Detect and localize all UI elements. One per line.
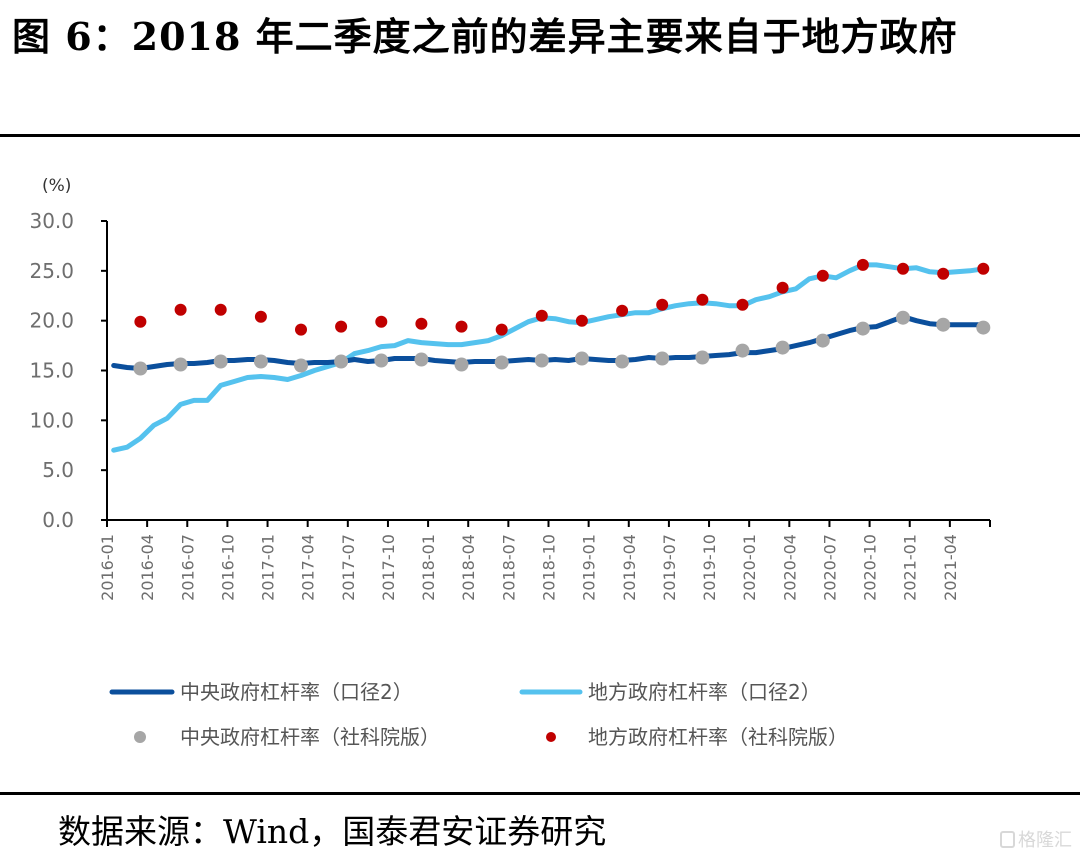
local-leverage-dot — [214, 303, 227, 316]
x-tick-label: 2017-04 — [299, 534, 318, 601]
y-unit-label: (%) — [42, 176, 71, 196]
local-leverage-dot — [856, 258, 869, 271]
local-leverage-dot — [776, 281, 789, 294]
x-tick-label: 2021-04 — [941, 534, 960, 601]
central-leverage-dot — [976, 320, 991, 335]
legend-label-central-line: 中央政府杠杆率（口径2） — [180, 680, 413, 704]
central-leverage-dot — [133, 361, 148, 376]
source-note: 数据来源：Wind，国泰君安证券研究 — [58, 812, 607, 851]
top-rule — [0, 134, 1080, 137]
legend-label-central-dot: 中央政府杠杆率（社科院版） — [180, 725, 440, 749]
central-leverage-dot — [334, 354, 349, 369]
y-tick-label: 20.0 — [29, 309, 74, 333]
central-leverage-dot — [414, 352, 429, 367]
local-leverage-dot — [897, 262, 909, 275]
local-leverage-line — [111, 262, 986, 453]
local-leverage-dot — [495, 323, 508, 336]
watermark-logo-icon — [1000, 830, 1015, 848]
central-leverage-dot — [374, 353, 389, 368]
local-leverage-dot — [535, 309, 548, 322]
central-leverage-dot — [454, 357, 469, 372]
y-tick-label: 0.0 — [42, 508, 74, 532]
x-tick-label: 2020-07 — [820, 534, 839, 601]
x-tick-label: 2020-01 — [740, 534, 759, 601]
local-leverage-dot — [415, 317, 428, 330]
x-tick-label: 2018-10 — [540, 534, 559, 601]
y-tick-label: 10.0 — [29, 408, 74, 432]
local-leverage-dot — [575, 314, 588, 327]
local-leverage-dot — [616, 304, 629, 317]
local-leverage-dot — [816, 269, 829, 282]
central-leverage-dot — [896, 310, 910, 325]
x-tick-label: 2017-07 — [339, 534, 358, 601]
legend-swatch-local-dot — [546, 732, 556, 742]
local-leverage-dot — [656, 298, 669, 311]
central-leverage-dot — [615, 354, 630, 369]
legend: 中央政府杠杆率（口径2） 地方政府杠杆率（口径2） 中央政府杠杆率（社科院版） … — [109, 680, 848, 749]
legend-label-local-line: 地方政府杠杆率（口径2） — [588, 680, 821, 704]
x-tick-label: 2017-10 — [379, 534, 398, 601]
watermark-text: 格隆汇 — [1018, 830, 1072, 851]
local-leverage-dot — [174, 303, 187, 316]
central-leverage-dot — [775, 340, 790, 355]
y-tick-label: 5.0 — [42, 458, 74, 482]
x-tick-label: 2018-01 — [419, 534, 438, 601]
x-tick-label: 2019-07 — [660, 534, 679, 601]
figure-title: 图 6：2018 年二季度之前的差异主要来自于地方政府 — [12, 14, 958, 59]
local-leverage-dot — [455, 320, 468, 333]
local-leverage-dot — [134, 315, 147, 328]
central-leverage-dot — [855, 321, 870, 336]
legend-label-local-dot: 地方政府杠杆率（社科院版） — [588, 725, 848, 749]
y-tick-label: 15.0 — [29, 359, 74, 383]
series-layer — [111, 258, 991, 453]
local-leverage-dot — [977, 262, 990, 275]
x-tick-label: 2016-04 — [138, 534, 157, 601]
x-tick-label: 2019-04 — [620, 534, 639, 601]
central-leverage-dot — [534, 353, 549, 368]
x-tick-label: 2018-07 — [499, 534, 518, 601]
local-leverage-dot — [254, 310, 267, 323]
central-leverage-dot — [253, 354, 268, 369]
central-leverage-dot — [735, 343, 750, 358]
central-leverage-dot — [936, 317, 951, 332]
y-tick-label: 25.0 — [29, 259, 74, 283]
central-leverage-dot — [294, 358, 308, 373]
watermark: 格隆汇 — [1000, 826, 1072, 852]
legend-swatch-central-dot — [134, 731, 146, 743]
central-leverage-dot — [213, 354, 228, 369]
x-tick-label: 2017-01 — [259, 534, 278, 601]
local-leverage-dot — [335, 320, 348, 333]
local-leverage-dot — [295, 323, 307, 336]
x-tick-label: 2021-01 — [901, 534, 920, 601]
central-leverage-dot — [655, 351, 670, 366]
x-tick-label: 2016-01 — [98, 534, 117, 601]
x-tick-label: 2019-01 — [580, 534, 599, 601]
x-tick-label: 2020-10 — [861, 534, 880, 601]
central-leverage-dot — [173, 357, 188, 372]
central-leverage-dot — [574, 351, 589, 366]
x-axis: 2016-01 2016-04 2016-07 2016-10 2017-01 2017-… — [98, 519, 991, 601]
x-tick-label: 2016-10 — [218, 534, 237, 601]
bottom-rule — [0, 792, 1080, 795]
local-leverage-dot — [375, 315, 388, 328]
local-leverage-dot — [696, 293, 709, 306]
local-leverage-dot — [736, 298, 749, 311]
central-leverage-dot — [695, 350, 710, 365]
central-leverage-dot — [815, 333, 830, 348]
local-leverage-dot — [937, 267, 950, 280]
x-tick-label: 2020-04 — [780, 534, 799, 601]
x-tick-label: 2019-10 — [700, 534, 719, 601]
central-leverage-dot — [494, 355, 509, 370]
x-tick-label: 2016-07 — [178, 534, 197, 601]
y-axis: 0.0 5.0 10.0 15.0 20.0 25.0 30.0 — [29, 209, 108, 532]
x-tick-label: 2018-04 — [459, 534, 478, 601]
y-tick-label: 30.0 — [29, 209, 74, 233]
